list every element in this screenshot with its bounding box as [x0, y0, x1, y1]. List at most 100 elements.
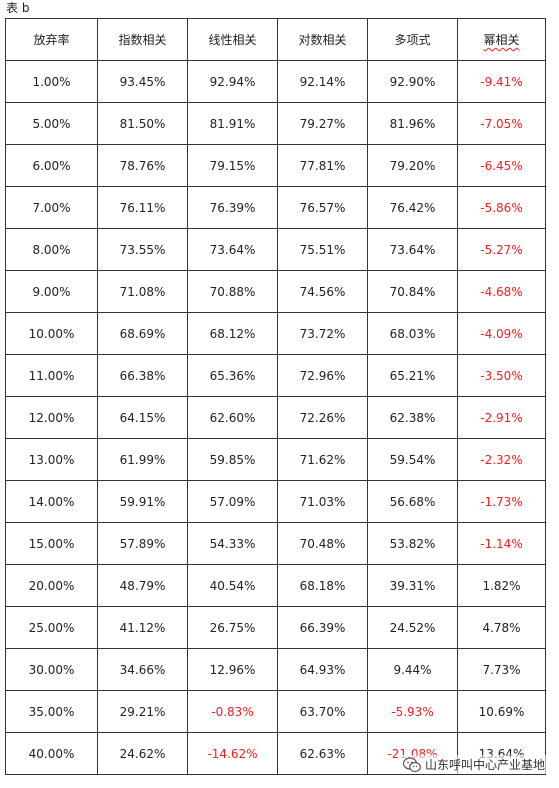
cell-exponential: 76.11% — [97, 186, 188, 229]
cell-exponential: 59.91% — [97, 480, 188, 523]
cell-linear: 57.09% — [187, 480, 278, 523]
cell-polynomial: -5.93% — [367, 690, 458, 733]
table-row: 9.00% 71.08% 70.88% 74.56% 70.84% -4.68% — [5, 270, 546, 313]
header-power: 幂相关 — [457, 18, 546, 61]
cell-linear: 40.54% — [187, 564, 278, 607]
cell-exponential: 57.89% — [97, 522, 188, 565]
cell-power: -1.14% — [457, 522, 546, 565]
cell-exponential: 73.55% — [97, 228, 188, 271]
cell-power: -2.32% — [457, 438, 546, 481]
cell-polynomial: 70.84% — [367, 270, 458, 313]
cell-logarithmic: 68.18% — [277, 564, 368, 607]
cell-exponential: 71.08% — [97, 270, 188, 313]
cell-exponential: 48.79% — [97, 564, 188, 607]
cell-logarithmic: 79.27% — [277, 102, 368, 145]
cell-logarithmic: 72.96% — [277, 354, 368, 397]
cell-exponential: 64.15% — [97, 396, 188, 439]
table-row: 35.00% 29.21% -0.83% 63.70% -5.93% 10.69% — [5, 690, 546, 733]
header-linear: 线性相关 — [187, 18, 278, 61]
cell-abandon-rate: 40.00% — [5, 732, 98, 775]
cell-linear: 65.36% — [187, 354, 278, 397]
table-header-row: 放弃率 指数相关 线性相关 对数相关 多项式 幂相关 — [5, 18, 546, 61]
table-row: 6.00% 78.76% 79.15% 77.81% 79.20% -6.45% — [5, 144, 546, 187]
table-row: 30.00% 34.66% 12.96% 64.93% 9.44% 7.73% — [5, 648, 546, 691]
cell-logarithmic: 62.63% — [277, 732, 368, 775]
cell-logarithmic: 77.81% — [277, 144, 368, 187]
cell-polynomial: 79.20% — [367, 144, 458, 187]
cell-abandon-rate: 9.00% — [5, 270, 98, 313]
cell-logarithmic: 66.39% — [277, 606, 368, 649]
cell-power: -6.45% — [457, 144, 546, 187]
cell-logarithmic: 63.70% — [277, 690, 368, 733]
cell-linear: 73.64% — [187, 228, 278, 271]
cell-power: 1.82% — [457, 564, 546, 607]
cell-abandon-rate: 20.00% — [5, 564, 98, 607]
cell-power: -5.86% — [457, 186, 546, 229]
cell-abandon-rate: 13.00% — [5, 438, 98, 481]
cell-linear: 68.12% — [187, 312, 278, 355]
table-row: 5.00% 81.50% 81.91% 79.27% 81.96% -7.05% — [5, 102, 546, 145]
cell-power: 7.73% — [457, 648, 546, 691]
table-row: 20.00% 48.79% 40.54% 68.18% 39.31% 1.82% — [5, 564, 546, 607]
cell-linear: 92.94% — [187, 60, 278, 103]
cell-linear: 81.91% — [187, 102, 278, 145]
cell-power: 4.78% — [457, 606, 546, 649]
table-row: 40.00% 24.62% -14.62% 62.63% -21.08% 13.64% — [5, 732, 546, 775]
table-caption: 表 b — [6, 1, 30, 15]
cell-logarithmic: 74.56% — [277, 270, 368, 313]
cell-logarithmic: 72.26% — [277, 396, 368, 439]
cell-linear: 70.88% — [187, 270, 278, 313]
cell-power: -7.05% — [457, 102, 546, 145]
cell-abandon-rate: 11.00% — [5, 354, 98, 397]
cell-power: -1.73% — [457, 480, 546, 523]
cell-linear: 79.15% — [187, 144, 278, 187]
cell-exponential: 78.76% — [97, 144, 188, 187]
cell-exponential: 29.21% — [97, 690, 188, 733]
cell-logarithmic: 73.72% — [277, 312, 368, 355]
cell-linear: 26.75% — [187, 606, 278, 649]
cell-polynomial: 39.31% — [367, 564, 458, 607]
cell-polynomial: 59.54% — [367, 438, 458, 481]
header-abandon-rate: 放弃率 — [5, 18, 98, 61]
cell-exponential: 93.45% — [97, 60, 188, 103]
cell-abandon-rate: 7.00% — [5, 186, 98, 229]
table-row: 1.00% 93.45% 92.94% 92.14% 92.90% -9.41% — [5, 60, 546, 103]
header-power-label: 幂相关 — [483, 33, 520, 47]
wechat-icon — [402, 756, 421, 772]
cell-power: -4.09% — [457, 312, 546, 355]
cell-power: -3.50% — [457, 354, 546, 397]
cell-logarithmic: 75.51% — [277, 228, 368, 271]
cell-exponential: 61.99% — [97, 438, 188, 481]
cell-linear: -14.62% — [187, 732, 278, 775]
cell-polynomial: 62.38% — [367, 396, 458, 439]
cell-polynomial: 76.42% — [367, 186, 458, 229]
cell-polynomial: 81.96% — [367, 102, 458, 145]
header-polynomial: 多项式 — [367, 18, 458, 61]
cell-polynomial: 24.52% — [367, 606, 458, 649]
cell-abandon-rate: 1.00% — [5, 60, 98, 103]
cell-polynomial: 68.03% — [367, 312, 458, 355]
cell-abandon-rate: 12.00% — [5, 396, 98, 439]
cell-polynomial: 53.82% — [367, 522, 458, 565]
cell-power: -5.27% — [457, 228, 546, 271]
cell-abandon-rate: 6.00% — [5, 144, 98, 187]
cell-exponential: 66.38% — [97, 354, 188, 397]
cell-linear: 76.39% — [187, 186, 278, 229]
cell-exponential: 24.62% — [97, 732, 188, 775]
header-logarithmic: 对数相关 — [277, 18, 368, 61]
cell-polynomial: 9.44% — [367, 648, 458, 691]
table-row: 11.00% 66.38% 65.36% 72.96% 65.21% -3.50% — [5, 354, 546, 397]
table-row: 12.00% 64.15% 62.60% 72.26% 62.38% -2.91% — [5, 396, 546, 439]
cell-abandon-rate: 35.00% — [5, 690, 98, 733]
table-row: 10.00% 68.69% 68.12% 73.72% 68.03% -4.09% — [5, 312, 546, 355]
cell-linear: 62.60% — [187, 396, 278, 439]
cell-abandon-rate: 8.00% — [5, 228, 98, 271]
cell-linear: 54.33% — [187, 522, 278, 565]
cell-linear: -0.83% — [187, 690, 278, 733]
watermark: 山东呼叫中心产业基地 — [400, 755, 547, 774]
cell-polynomial: 73.64% — [367, 228, 458, 271]
cell-abandon-rate: 14.00% — [5, 480, 98, 523]
cell-exponential: 68.69% — [97, 312, 188, 355]
cell-linear: 12.96% — [187, 648, 278, 691]
watermark-text: 山东呼叫中心产业基地 — [424, 758, 545, 772]
